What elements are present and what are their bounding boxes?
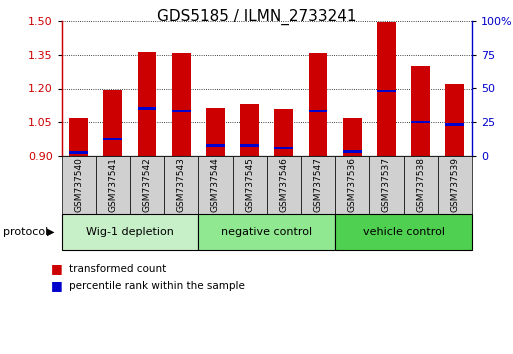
Bar (172, 53, 191, 156)
Text: GSM737536: GSM737536 (348, 158, 357, 212)
Text: transformed count: transformed count (69, 264, 167, 274)
Text: percentile rank within the sample: percentile rank within the sample (69, 281, 245, 291)
Bar (137, 51, 156, 156)
Bar (104, 90, 122, 156)
Text: GSM737537: GSM737537 (382, 158, 391, 212)
Bar (206, 144, 225, 147)
Bar (343, 118, 362, 156)
Text: GSM737545: GSM737545 (245, 158, 254, 212)
Text: Wig-1 depletion: Wig-1 depletion (86, 227, 174, 237)
Bar (309, 53, 327, 156)
Text: GSM737547: GSM737547 (313, 158, 323, 212)
Bar (240, 144, 259, 147)
Bar (69, 118, 88, 156)
Text: ■: ■ (51, 280, 63, 292)
Text: GSM737544: GSM737544 (211, 158, 220, 212)
Text: GSM737541: GSM737541 (108, 158, 117, 212)
Text: GSM737543: GSM737543 (177, 158, 186, 212)
Bar (411, 66, 430, 156)
Text: GSM737539: GSM737539 (450, 158, 459, 212)
Bar (240, 104, 259, 156)
Text: GSM737542: GSM737542 (143, 158, 151, 212)
Text: GSM737540: GSM737540 (74, 158, 83, 212)
Bar (377, 90, 396, 92)
Text: GDS5185 / ILMN_2733241: GDS5185 / ILMN_2733241 (157, 9, 356, 25)
Text: negative control: negative control (221, 227, 312, 237)
Bar (274, 109, 293, 156)
Text: ▶: ▶ (47, 227, 54, 237)
Bar (377, 22, 396, 156)
Text: ■: ■ (51, 263, 63, 275)
Text: protocol: protocol (3, 227, 48, 237)
Text: GSM737538: GSM737538 (416, 158, 425, 212)
Bar (137, 108, 156, 110)
Bar (274, 147, 293, 149)
Text: GSM737546: GSM737546 (280, 158, 288, 212)
Bar (104, 138, 122, 140)
Bar (411, 121, 430, 123)
Bar (445, 84, 464, 156)
Bar (69, 151, 88, 154)
Bar (343, 150, 362, 153)
Bar (309, 110, 327, 112)
Bar (206, 108, 225, 156)
Bar (172, 110, 191, 112)
Bar (445, 123, 464, 126)
Text: vehicle control: vehicle control (363, 227, 445, 237)
